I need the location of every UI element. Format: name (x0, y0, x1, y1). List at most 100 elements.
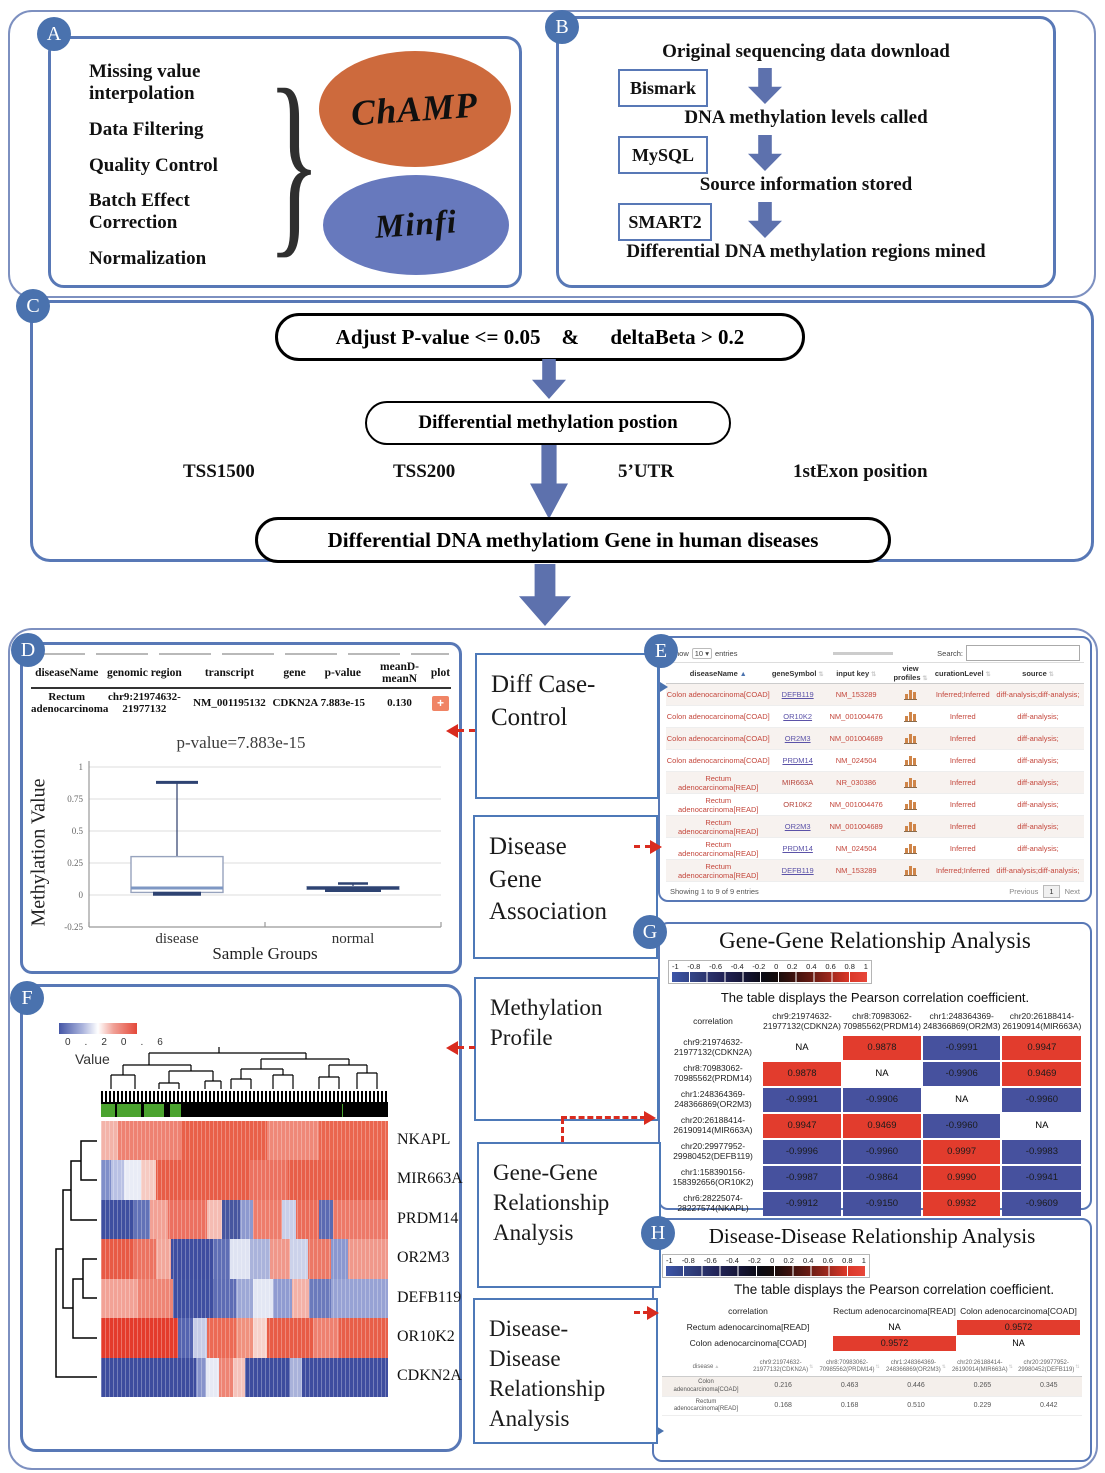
view-profile-chart-icon[interactable] (904, 799, 917, 810)
panel-e: Show 10 ▾ entries Search: diseaseName ▲ ge… (658, 636, 1092, 902)
column-header[interactable]: source ⇅ (1022, 668, 1054, 678)
view-profile-chart-icon[interactable] (904, 689, 917, 700)
previous-button[interactable]: Previous (1009, 886, 1039, 896)
correlation-cell: -0.9906 (922, 1062, 1001, 1086)
correlation-cell: -0.9987 (763, 1166, 841, 1190)
dmp-stadium: Differential methylation postion (365, 401, 731, 445)
heatmap-row (101, 1199, 388, 1240)
column-header[interactable]: diseaseName ▲ (689, 668, 747, 678)
curation-level-cell: Inferred (949, 844, 976, 853)
gene-symbol-link[interactable]: OR10K2 (783, 712, 813, 721)
heatmap-row (101, 1278, 388, 1319)
search-input[interactable] (966, 645, 1080, 661)
gene-symbol-link[interactable]: PRDM14 (782, 756, 813, 765)
disease-name-cell: Rectum adenocarcinoma (31, 691, 109, 716)
gene-label: MIR663A (397, 1170, 463, 1188)
disease-disease-title: Disease-Disease Relationship Analysis (708, 1224, 1036, 1248)
column-header: correlation (728, 1305, 768, 1316)
input-key-cell: NM_024504 (835, 756, 877, 765)
diff-case-control-box[interactable]: Diff Case- Control (475, 653, 659, 799)
source-cell: diff-analysis; (1017, 844, 1059, 853)
correlation-cell: NA (763, 1036, 841, 1060)
column-header[interactable]: geneSymbol ⇅ (771, 668, 824, 678)
gene-symbol-link[interactable]: OR2M3 (784, 734, 811, 743)
svg-text:0: 0 (79, 890, 84, 900)
view-profile-chart-icon[interactable] (904, 843, 917, 854)
view-profile-chart-icon[interactable] (904, 733, 917, 744)
methylation-profile-box[interactable]: Methylation Profile (474, 977, 659, 1121)
down-arrow-icon (519, 564, 571, 626)
view-profile-chart-icon[interactable] (904, 711, 917, 722)
gene-symbol-link[interactable]: PRDM14 (782, 844, 813, 853)
column-header: p-value (324, 667, 362, 679)
sort-icon: ▲ (739, 670, 747, 678)
column-header: Colon adenocarcinoma[COAD] (960, 1305, 1077, 1316)
svg-text:0.75: 0.75 (67, 794, 83, 804)
entries-select[interactable]: 10 ▾ (691, 647, 712, 659)
column-header[interactable]: chr9:21974632- 21977132(CDKN2A) ⇅ (750, 1358, 817, 1378)
column-header[interactable]: chr1:248364369- 248366869(OR2M3) ⇅ (882, 1358, 950, 1378)
view-profile-chart-icon[interactable] (904, 865, 917, 876)
disease-gene-table: Show 10 ▾ entries Search: diseaseName ▲ ge… (666, 644, 1084, 898)
panel-b: Original sequencing data download Bismar… (556, 16, 1056, 288)
gene-gene-analysis-box[interactable]: Gene-Gene Relationship Analysis (477, 1142, 661, 1288)
step-missing-value: Missing value interpolation (89, 61, 201, 104)
column-header: chr1:248364369- 248366869(OR2M3) (922, 1011, 1001, 1031)
sort-icon: ⇅ (941, 1364, 946, 1371)
curation-level-cell: Inferred (949, 822, 976, 831)
plot-expand-button[interactable]: + (431, 695, 449, 711)
connector-dashed-line (634, 1311, 649, 1314)
arrowhead-left-icon (446, 724, 458, 738)
arrowhead-right-icon (647, 1306, 659, 1320)
column-header[interactable]: disease ▲ (662, 1358, 750, 1378)
disease-name-cell: Rectum adenocarcinoma[READ] (678, 795, 759, 814)
view-profile-chart-icon[interactable] (904, 755, 917, 766)
heatmap-row (101, 1121, 388, 1161)
input-key-cell: NM_001004476 (829, 712, 883, 721)
disease-gene-association-box[interactable]: Disease Gene Association (473, 815, 658, 959)
column-header[interactable]: curationLevel ⇅ (934, 668, 991, 678)
gene-symbol-link[interactable]: DEFB119 (781, 690, 814, 699)
gene-gene-title: Gene-Gene Relationship Analysis (719, 928, 1031, 953)
page-number-button[interactable]: 1 (1043, 884, 1060, 898)
arrowhead-left-icon (446, 1041, 458, 1055)
row-dendrogram (55, 1140, 97, 1378)
view-profile-chart-icon[interactable] (904, 821, 917, 832)
b-step4-label: Differential DNA methylation regions min… (626, 241, 986, 262)
gene-symbol-link[interactable]: OR2M3 (784, 822, 811, 831)
pvalue-cell: 7.883e-15 (320, 697, 365, 710)
panel-c-badge: C (16, 289, 50, 323)
search-label: Search: (937, 648, 963, 658)
column-header[interactable]: chr8:70983062- 70985562(PRDM14) ⇅ (816, 1358, 883, 1378)
column-dendrogram (110, 1047, 378, 1089)
color-scale-bar (666, 1266, 866, 1276)
correlation-cell: -0.9991 (922, 1036, 1001, 1060)
disease-name-cell: Rectum adenocarcinoma[READ] (678, 773, 759, 792)
correlation-cell: 0.9469 (842, 1114, 921, 1138)
column-header[interactable]: input key ⇅ (836, 668, 877, 678)
column-header[interactable]: view profiles ⇅ (893, 664, 928, 682)
gene-scale-ticks: -1 -0.8 -0.6 -0.4 -0.2 0 0.2 0.4 0.6 0.8 1 (672, 962, 868, 971)
row-label: Colon adenocarcinoma[COAD] (689, 1337, 807, 1348)
sort-icon: ⇅ (871, 671, 877, 678)
minfi-label: Minfi (373, 203, 459, 246)
column-header: Rectum adenocarcinoma[READ] (833, 1305, 956, 1316)
row-marker-icon (656, 1426, 664, 1436)
row-label: chr9:21974632- 21977132(CDKN2A) (674, 1037, 752, 1057)
view-profile-chart-icon[interactable] (904, 777, 917, 788)
divider-line (833, 651, 894, 655)
disease-name-cell: Colon adenocarcinoma[COAD] (666, 756, 770, 765)
row-label: chr6:28225074- 28227574(NKAPL) (677, 1193, 749, 1213)
disease-disease-analysis-box[interactable]: Disease- Disease Relationship Analysis (473, 1298, 658, 1444)
column-header[interactable]: chr20:26188414- 26190914(MIR663A) ⇅ (949, 1358, 1016, 1378)
sort-icon: ⇅ (922, 676, 928, 682)
column-header[interactable]: chr20:29977952- 29980452(DEFB119) ⇅ (1015, 1358, 1082, 1378)
gene-symbol-link[interactable]: DEFB119 (781, 866, 814, 875)
row-label: Rectum adenocarcinoma[READ] (686, 1321, 810, 1332)
next-button[interactable]: Next (1064, 886, 1080, 896)
panel-a: Missing value interpolation Data Filteri… (48, 36, 522, 288)
svg-text:1: 1 (79, 762, 84, 772)
position-tss200: TSS200 (393, 461, 456, 482)
connector-dashed-line (561, 1116, 646, 1119)
minfi-ellipse: Minfi (323, 175, 509, 275)
